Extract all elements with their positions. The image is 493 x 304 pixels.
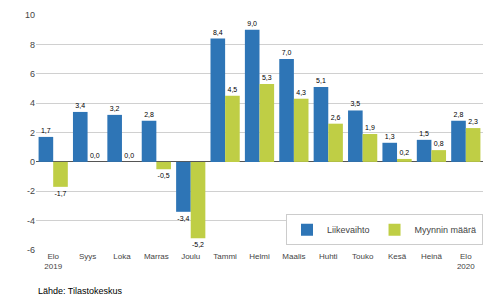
svg-text:1,3: 1,3 <box>385 133 395 140</box>
svg-text:-1,7: -1,7 <box>54 190 66 197</box>
svg-text:0: 0 <box>30 157 35 167</box>
svg-text:2,3: 2,3 <box>468 118 478 125</box>
svg-text:0,2: 0,2 <box>399 149 409 156</box>
svg-text:9,0: 9,0 <box>247 20 257 27</box>
svg-text:Elo2019: Elo2019 <box>44 252 62 271</box>
svg-text:4,5: 4,5 <box>228 86 238 93</box>
svg-text:0,0: 0,0 <box>124 152 134 159</box>
svg-text:2: 2 <box>30 128 35 138</box>
svg-text:Myynnin määrä: Myynnin määrä <box>415 225 477 235</box>
svg-text:Maalis: Maalis <box>282 252 305 261</box>
svg-text:Kesä: Kesä <box>388 252 407 261</box>
svg-text:Huhti: Huhti <box>319 252 338 261</box>
svg-text:10: 10 <box>25 10 35 20</box>
svg-text:3,5: 3,5 <box>350 100 360 107</box>
svg-text:-2: -2 <box>27 186 35 196</box>
svg-text:2,6: 2,6 <box>331 114 341 121</box>
svg-text:1,7: 1,7 <box>41 127 51 134</box>
svg-text:2,8: 2,8 <box>144 111 154 118</box>
svg-text:8: 8 <box>30 40 35 50</box>
svg-text:Tammi: Tammi <box>213 252 237 261</box>
svg-text:7,0: 7,0 <box>282 49 292 56</box>
svg-text:2,8: 2,8 <box>454 111 464 118</box>
svg-text:Liikevaihto: Liikevaihto <box>327 225 370 235</box>
svg-text:4,3: 4,3 <box>296 89 306 96</box>
svg-text:-4: -4 <box>27 216 35 226</box>
svg-text:Loka: Loka <box>113 252 131 261</box>
svg-text:-0,5: -0,5 <box>158 172 170 179</box>
svg-text:4: 4 <box>30 98 35 108</box>
svg-text:1,9: 1,9 <box>365 124 375 131</box>
svg-text:0,8: 0,8 <box>434 140 444 147</box>
svg-text:-6: -6 <box>27 245 35 255</box>
svg-text:Touko: Touko <box>352 252 374 261</box>
svg-text:3,2: 3,2 <box>110 105 120 112</box>
svg-text:0,0: 0,0 <box>90 152 100 159</box>
svg-text:Joulu: Joulu <box>181 252 200 261</box>
svg-text:5,3: 5,3 <box>262 74 272 81</box>
svg-text:5,1: 5,1 <box>316 77 326 84</box>
svg-text:8,4: 8,4 <box>213 29 223 36</box>
svg-text:-3,4: -3,4 <box>177 215 189 222</box>
svg-text:Elo2020: Elo2020 <box>457 252 475 271</box>
svg-text:-5,2: -5,2 <box>192 241 204 248</box>
svg-text:Helmi: Helmi <box>249 252 270 261</box>
svg-text:6: 6 <box>30 69 35 79</box>
svg-text:Syys: Syys <box>79 252 96 261</box>
svg-text:Heinä: Heinä <box>421 252 442 261</box>
svg-text:Marras: Marras <box>144 252 169 261</box>
svg-text:Lähde: Tilastokeskus: Lähde: Tilastokeskus <box>38 286 123 296</box>
svg-text:3,4: 3,4 <box>75 102 85 109</box>
svg-text:1,5: 1,5 <box>419 130 429 137</box>
